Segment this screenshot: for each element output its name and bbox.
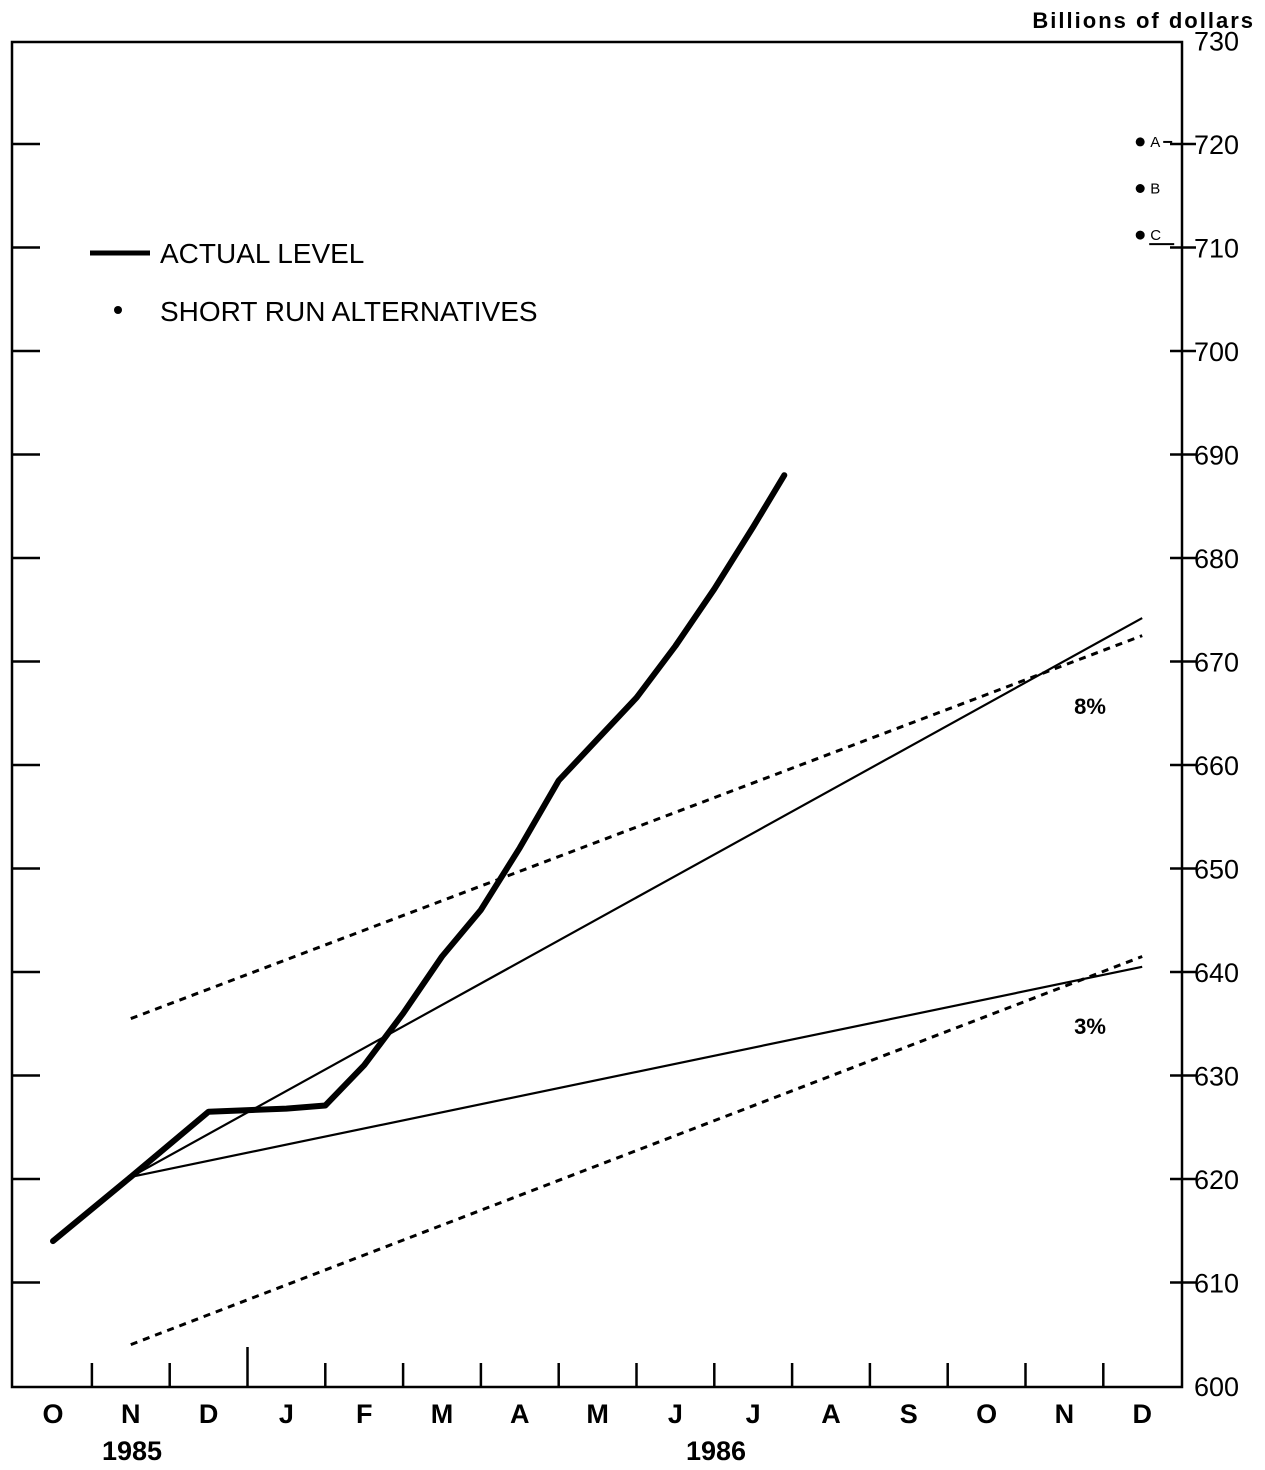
month-label-5: M [431,1399,454,1429]
alternative-A-label: A [1150,134,1160,151]
month-label-6: A [510,1399,530,1429]
right-axis-ticks [1170,142,1196,1284]
growth-cone-3pct-line [130,965,1143,1179]
alternative-C-label: C [1150,227,1161,244]
y-tick-label-660: 660 [1194,751,1239,781]
month-label-10: A [821,1399,841,1429]
legend-dot-swatch [114,306,122,314]
y-tick-label-650: 650 [1194,855,1239,885]
month-label-13: N [1055,1399,1075,1429]
alternative-A-dot [1135,137,1145,147]
month-label-1: N [121,1399,141,1429]
y-tick-label-720: 720 [1194,130,1239,160]
year-label-1985: 1985 [102,1436,162,1466]
plot-frame [10,40,1184,1389]
y-tick-label-690: 690 [1194,441,1239,471]
y-tick-label-670: 670 [1194,648,1239,678]
month-label-2: D [199,1399,219,1429]
growth-label-8pct: 8% [1074,694,1106,719]
y-tick-label-610: 610 [1194,1269,1239,1299]
y-tick-label-710: 710 [1194,234,1239,264]
month-label-3: J [279,1399,294,1429]
month-label-12: O [976,1399,997,1429]
y-tick-label-730: 730 [1194,27,1239,57]
actual-level-line [50,472,788,1245]
y-tick-label-620: 620 [1194,1165,1239,1195]
year-label-1986: 1986 [686,1436,746,1466]
month-label-4: F [356,1399,373,1429]
legend: ACTUAL LEVEL SHORT RUN ALTERNATIVES [90,238,538,327]
alternative-B-dot [1135,184,1145,194]
month-label-0: O [42,1399,63,1429]
right-axis-tick-labels: 600 610 620 630 640 650 660 670 680 690 700 710 720 7… [1194,27,1239,1403]
month-label-9: J [746,1399,761,1429]
alternative-C-dot [1135,230,1145,240]
legend-short-run-label: SHORT RUN ALTERNATIVES [160,296,538,327]
month-label-8: J [668,1399,683,1429]
y-tick-label-630: 630 [1194,1062,1239,1092]
upper-dotted-band-line [130,634,1143,1020]
legend-actual-level-label: ACTUAL LEVEL [160,238,364,269]
y-tick-label-700: 700 [1194,337,1239,367]
month-label-11: S [900,1399,918,1429]
left-axis-ticks [12,142,40,1284]
y-tick-label-600: 600 [1194,1372,1239,1402]
alternative-B-label: B [1150,181,1160,198]
short-run-alternatives: A B C [1135,134,1175,246]
growth-cone-8pct-line [130,617,1143,1178]
y-tick-label-680: 680 [1194,544,1239,574]
lower-dotted-band-line [130,955,1143,1347]
bottom-axis-ticks [90,1347,1105,1387]
growth-label-3pct: 3% [1074,1014,1106,1039]
month-label-14: D [1132,1399,1152,1429]
month-label-7: M [586,1399,609,1429]
y-axis-unit-label: Billions of dollars [1032,8,1255,33]
y-tick-label-640: 640 [1194,958,1239,988]
